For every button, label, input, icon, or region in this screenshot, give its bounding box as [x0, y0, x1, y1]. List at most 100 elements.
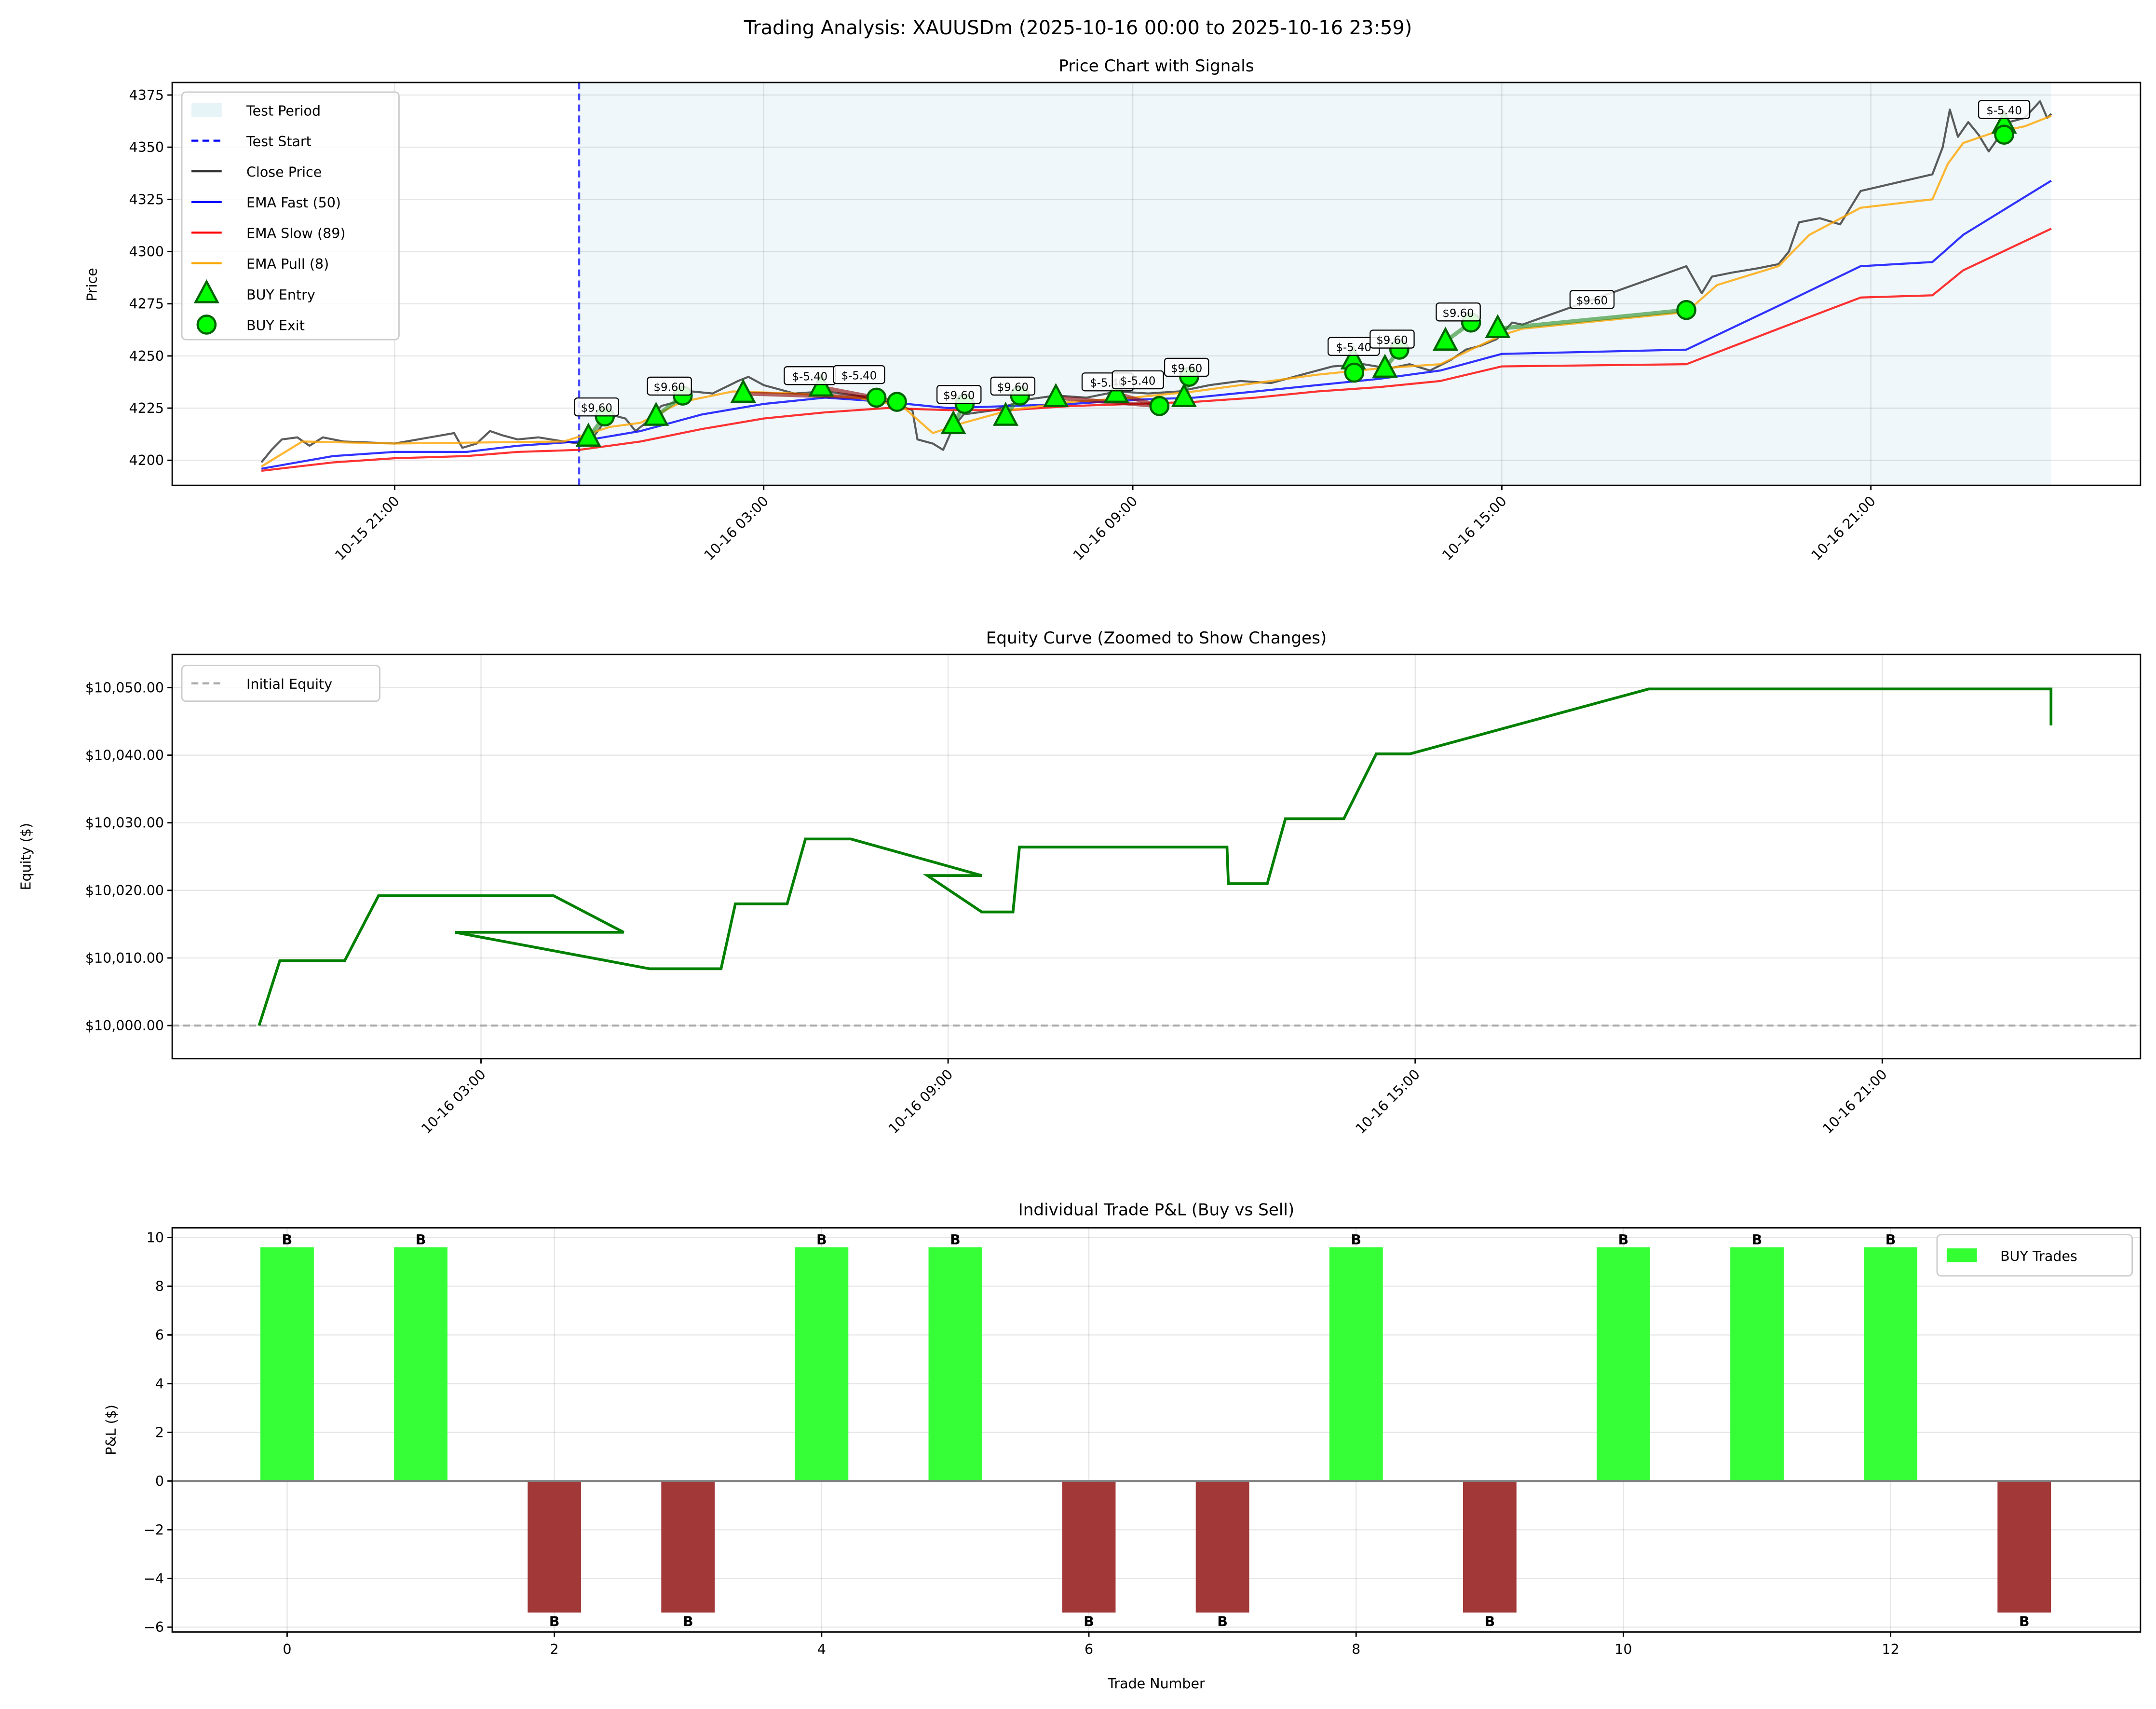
axes-frame [171, 1227, 2142, 1633]
pnl-bar [928, 1247, 982, 1481]
pnl-annotation: $9.60 [1576, 295, 1608, 307]
x-tick-label: 4 [817, 1641, 826, 1657]
pnl-annotation-box [936, 385, 982, 404]
pnl-annotation-box [647, 376, 692, 396]
pnl-x-label: Trade Number [1107, 1676, 1205, 1692]
x-tick-label: 8 [1352, 1641, 1360, 1657]
pnl-bar-label: B [1351, 1232, 1361, 1248]
legend-label: BUY Exit [246, 317, 305, 333]
pnl-bar-label: B [1752, 1232, 1763, 1248]
y-tick-label: 8 [155, 1279, 164, 1295]
legend-label: Test Period [246, 103, 321, 119]
pnl-chart-title: Individual Trade P&L (Buy vs Sell) [1018, 1201, 1295, 1220]
pnl-bar [1062, 1481, 1116, 1613]
y-tick-label: 4325 [129, 191, 164, 207]
buy-entry-marker [992, 401, 1019, 426]
pnl-bar [1597, 1247, 1650, 1481]
pnl-bar-label: B [1217, 1613, 1228, 1629]
buy-entry-marker [1432, 327, 1459, 351]
y-tick-label: $10,000.00 [85, 1018, 164, 1034]
x-tick-label: 10-16 15:00 [1353, 1066, 1423, 1137]
pnl-bar-label: B [816, 1232, 827, 1248]
legend-frame [1936, 1234, 2133, 1277]
x-tick-label: 0 [283, 1641, 291, 1657]
pnl-bar [394, 1247, 447, 1481]
buy-exit-marker [866, 387, 887, 408]
legend-label: EMA Pull (8) [246, 256, 329, 272]
legend-label: Initial Equity [246, 676, 332, 692]
y-tick-label: 4250 [129, 348, 164, 364]
axes-frame [171, 654, 2142, 1060]
equity-chart: $10,000.00 $10,010.00 $10,020.00 $10,030.00… [85, 654, 2142, 1137]
legend-label: BUY Trades [2000, 1248, 2077, 1264]
pnl-annotation: $9.60 [654, 381, 685, 394]
y-tick-label: 4300 [129, 244, 164, 260]
buy-entry-marker [1372, 354, 1398, 378]
pnl-annotation: $-5.40 [1986, 105, 2022, 117]
pnl-bar [1864, 1247, 1918, 1481]
buy-exit-marker [887, 392, 907, 412]
x-tick-label: 10-16 21:00 [1819, 1066, 1890, 1137]
legend-entry-icon [193, 279, 219, 303]
equity-curve-line [258, 687, 2053, 1026]
pnl-annotation: $-5.40 [841, 370, 877, 383]
legend-swatch [191, 103, 222, 117]
pnl-bar-label: B [282, 1232, 293, 1248]
buy-entry-marker [1103, 379, 1129, 403]
buy-entry-marker [808, 372, 834, 397]
pnl-annotation-box [1569, 290, 1615, 309]
y-tick-label: $10,030.00 [85, 815, 164, 831]
y-tick-label: −6 [144, 1619, 164, 1635]
series-close-price [260, 100, 2052, 463]
y-tick-label: $10,040.00 [85, 748, 164, 764]
equity-legend: Initial Equity [181, 665, 380, 702]
pnl-bar [260, 1247, 314, 1481]
x-tick-label: 2 [550, 1641, 559, 1657]
y-tick-label: 6 [155, 1327, 164, 1343]
y-tick-label: −4 [144, 1571, 164, 1586]
pnl-annotation: $9.60 [1171, 362, 1202, 375]
price-y-label: Price [84, 268, 100, 301]
equity-y-label: Equity ($) [18, 823, 34, 890]
axes-frame [171, 82, 2142, 486]
buy-entry-marker [1485, 314, 1511, 339]
y-tick-label: 4200 [129, 452, 164, 468]
y-tick-label: 4350 [129, 139, 164, 155]
figure-title: Trading Analysis: XAUUSDm (2025-10-16 00… [744, 17, 1412, 39]
equity-chart-title: Equity Curve (Zoomed to Show Changes) [986, 629, 1327, 648]
pnl-bar-label: B [549, 1613, 560, 1629]
pnl-legend: BUY Trades [1936, 1234, 2133, 1277]
pnl-y-label: P&L ($) [103, 1405, 119, 1455]
pnl-annotation-box [1436, 302, 1481, 322]
x-tick-label: 10 [1614, 1641, 1632, 1657]
x-tick-label: 10-16 21:00 [1808, 493, 1879, 563]
x-tick-label: 10-15 21:00 [332, 493, 402, 563]
y-tick-label: $10,010.00 [85, 950, 164, 966]
y-tick-label: −2 [144, 1522, 164, 1538]
legend-frame [181, 665, 380, 702]
pnl-annotation-box [833, 365, 885, 384]
buy-exit-marker [1344, 362, 1365, 383]
buy-exit-marker [1994, 124, 2014, 145]
pnl-annotation: $-5.40 [1120, 375, 1155, 387]
y-tick-label: $10,050.00 [85, 680, 164, 696]
pnl-bar-label: B [416, 1232, 426, 1248]
series-ema-slow-89 [261, 228, 2052, 472]
pnl-annotation: $9.60 [1442, 307, 1474, 320]
pnl-bar-label: B [1618, 1232, 1629, 1248]
buy-exit-marker [1149, 396, 1170, 416]
pnl-annotation: $9.60 [943, 390, 975, 402]
legend-swatch [1946, 1248, 1977, 1262]
x-tick-label: 10-16 09:00 [885, 1066, 956, 1137]
legend-label: BUY Entry [246, 287, 315, 303]
pnl-annotation: $9.60 [581, 402, 612, 415]
legend-label: EMA Slow (89) [246, 226, 345, 242]
y-tick-label: 2 [155, 1424, 164, 1440]
trade-line [1497, 308, 1687, 331]
pnl-annotation-box [1978, 100, 2031, 119]
x-tick-label: 10-16 03:00 [701, 493, 772, 563]
x-tick-label: 10-16 03:00 [418, 1066, 488, 1137]
legend-exit-icon [196, 314, 217, 335]
test-period-band [579, 82, 2051, 486]
pnl-bar-label: B [1885, 1232, 1896, 1248]
